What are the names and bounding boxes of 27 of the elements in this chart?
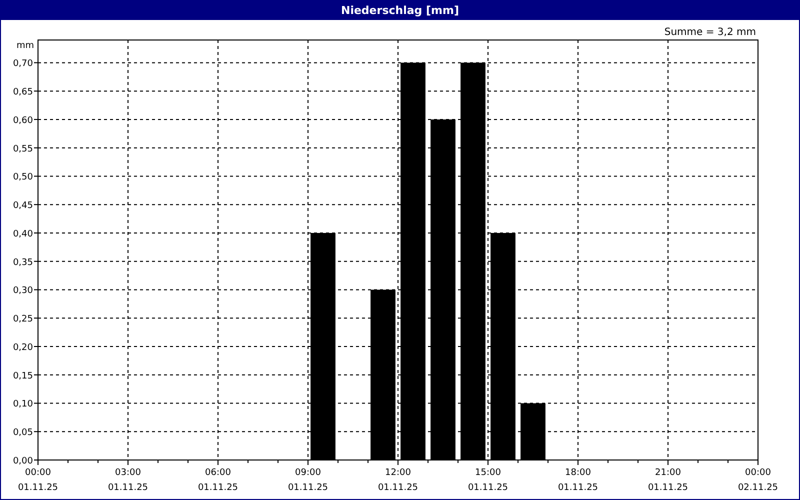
- y-tick-label: 0,65: [12, 88, 33, 98]
- chart-title: Niederschlag [mm]: [341, 4, 459, 17]
- y-tick-label: 0,10: [12, 400, 34, 410]
- y-tick-label: 0,25: [12, 314, 33, 325]
- x-tick-label: 06:00 01.11.25: [198, 468, 238, 493]
- text: Summe = 3,2 mm: [664, 27, 756, 38]
- y-tick-label: 0,50: [12, 172, 34, 183]
- y-tick-label: 0,55: [12, 144, 33, 154]
- y-tick-label: 0,20: [12, 342, 34, 353]
- x-tick-label: 21:00 01.11.25: [648, 468, 688, 493]
- y-tick-label: 0,70: [12, 59, 34, 70]
- y-tick-label: 0,60: [12, 116, 34, 126]
- y-tick-label: 0,35: [12, 258, 33, 268]
- y-axis-title: mm: [16, 41, 34, 51]
- x-tick-label: 00:00 01.11.25: [18, 468, 58, 493]
- y-tick-label: 0,00: [12, 456, 34, 466]
- x-tick-label: 00:00 02.11.25: [738, 468, 778, 493]
- x-tick-label: 18:00 01.11.25: [558, 468, 598, 493]
- x-tick-label: 09:00 01.11.25: [288, 468, 328, 493]
- y-tick-label: 0,05: [12, 428, 33, 438]
- y-tick-label: 0,30: [12, 286, 34, 296]
- y-tick-label: 0,40: [12, 229, 34, 240]
- x-tick-label: 15:00 01.11.25: [468, 468, 508, 493]
- x-tick-label: 12:00 01.11.25: [378, 468, 418, 493]
- y-tick-label: 0,15: [12, 371, 33, 382]
- y-tick-label: 0,45: [12, 201, 33, 212]
- x-tick-label: 03:00 01.11.25: [108, 468, 148, 493]
